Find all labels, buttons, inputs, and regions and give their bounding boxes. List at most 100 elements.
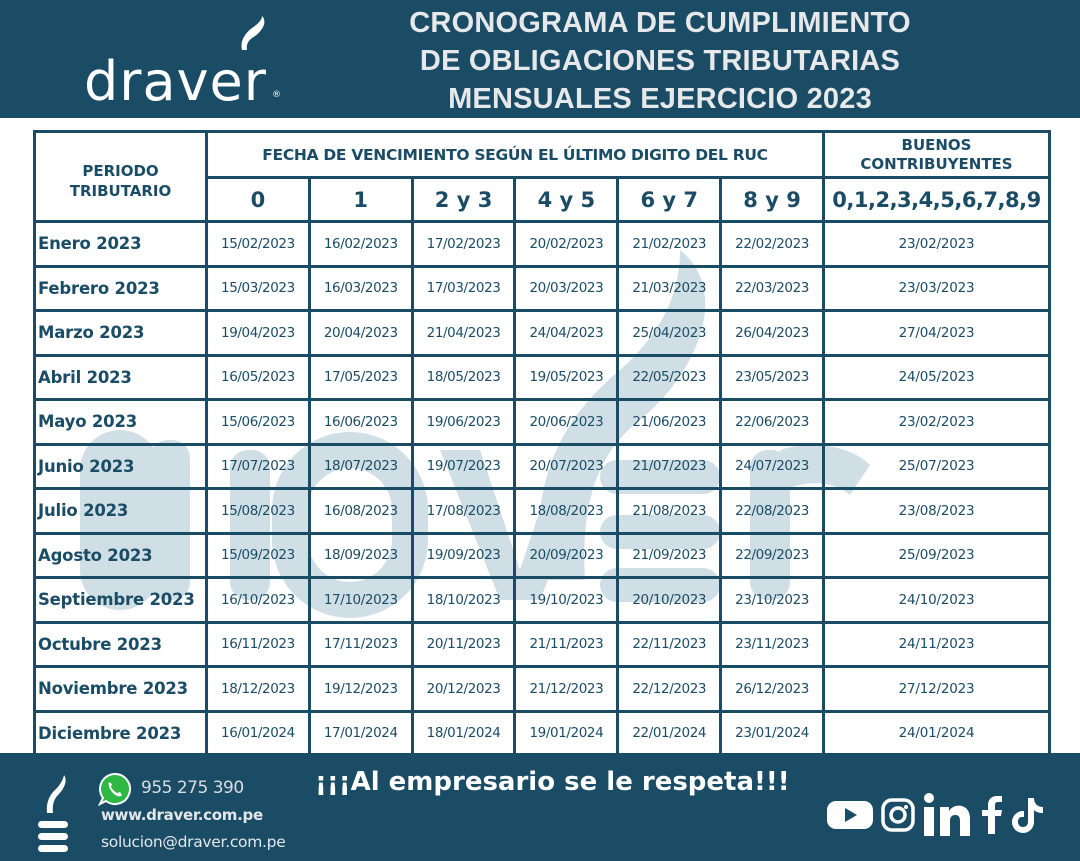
due-date-cell: 22/03/2023 (719, 264, 825, 312)
due-date-cell: 21/09/2023 (616, 531, 723, 579)
good-taxpayer-date-cell: 25/07/2023 (822, 442, 1051, 490)
table-row: Junio 2023 17/07/2023 18/07/2023 19/07/2023… (33, 442, 1051, 490)
due-date-cell: 26/12/2023 (719, 665, 825, 713)
due-date-cell: 15/03/2023 (205, 264, 311, 312)
due-date-cell: 21/07/2023 (616, 442, 723, 490)
draver-mini-logo-icon (38, 775, 68, 852)
table-row: Noviembre 2023 18/12/2023 19/12/2023 20/12/… (33, 665, 1051, 713)
good-taxpayer-date-cell: 23/08/2023 (822, 487, 1051, 535)
due-date-cell: 20/11/2023 (410, 620, 517, 668)
period-cell: Junio 2023 (33, 442, 208, 490)
linkedin-icon[interactable] (922, 793, 974, 837)
due-date-cell: 16/08/2023 (307, 487, 414, 535)
header-row-1: PERIODO TRIBUTARIO FECHA DE VENCIMIENTO … (33, 130, 1051, 223)
due-date-cell: 17/03/2023 (410, 264, 517, 312)
tiktok-icon[interactable] (1010, 796, 1044, 834)
good-taxpayer-date-cell: 23/02/2023 (822, 398, 1051, 446)
due-date-cell: 16/01/2024 (205, 709, 311, 757)
table-row: Febrero 2023 15/03/2023 16/03/2023 17/03/20… (33, 264, 1051, 312)
title-line-1: CRONOGRAMA DE CUMPLIMIENTO (409, 7, 911, 39)
period-cell: Diciembre 2023 (33, 709, 208, 757)
due-date-cell: 21/11/2023 (513, 620, 620, 668)
period-cell: Octubre 2023 (33, 620, 208, 668)
due-date-cell: 23/11/2023 (719, 620, 825, 668)
due-date-cell: 20/02/2023 (513, 220, 620, 268)
instagram-icon[interactable] (880, 797, 916, 833)
due-date-cell: 21/08/2023 (616, 487, 723, 535)
good-taxpayer-date-cell: 24/05/2023 (822, 353, 1051, 401)
due-date-cell: 15/08/2023 (205, 487, 311, 535)
due-date-cell: 21/02/2023 (616, 220, 723, 268)
title-line-2: DE OBLIGACIONES TRIBUTARIAS (419, 45, 901, 77)
due-date-cell: 19/12/2023 (307, 665, 414, 713)
header-banner: draver ® CRONOGRAMA DE CUMPLIMIENTO DE O… (0, 0, 1080, 118)
due-date-cell: 20/12/2023 (410, 665, 517, 713)
period-cell: Enero 2023 (33, 220, 208, 268)
due-date-cell: 18/01/2024 (410, 709, 517, 757)
due-date-cell: 22/06/2023 (719, 398, 825, 446)
due-date-cell: 21/06/2023 (616, 398, 723, 446)
due-date-cell: 16/06/2023 (307, 398, 414, 446)
due-date-cell: 22/02/2023 (719, 220, 825, 268)
period-header: PERIODO TRIBUTARIO (33, 130, 208, 223)
table-row: Enero 2023 15/02/2023 16/02/2023 17/02/2023… (33, 220, 1051, 268)
due-date-cell: 19/04/2023 (205, 309, 311, 357)
digit-col-1: 1 (307, 176, 414, 223)
due-date-cell: 19/09/2023 (410, 531, 517, 579)
due-date-cell: 20/06/2023 (513, 398, 620, 446)
table-row: Septiembre 2023 16/10/2023 17/10/2023 18/10… (33, 576, 1051, 624)
registered-mark: ® (272, 90, 281, 100)
social-links (826, 793, 1044, 837)
due-date-cell: 18/09/2023 (307, 531, 414, 579)
due-date-cell: 23/01/2024 (719, 709, 825, 757)
whatsapp-icon[interactable] (98, 772, 132, 806)
due-date-cell: 17/07/2023 (205, 442, 311, 490)
digit-col-4-5: 4 y 5 (513, 176, 620, 223)
period-cell: Septiembre 2023 (33, 576, 208, 624)
due-date-cell: 17/08/2023 (410, 487, 517, 535)
facebook-icon[interactable] (980, 796, 1004, 834)
due-date-cell: 17/02/2023 (410, 220, 517, 268)
footer-banner: 955 275 390 www.draver.com.pe solucion@d… (0, 753, 1080, 861)
due-date-cell: 22/05/2023 (616, 353, 723, 401)
due-date-cell: 22/12/2023 (616, 665, 723, 713)
due-date-cell: 16/05/2023 (205, 353, 311, 401)
due-date-cell: 19/05/2023 (513, 353, 620, 401)
digit-col-6-7: 6 y 7 (616, 176, 723, 223)
due-date-cell: 23/10/2023 (719, 576, 825, 624)
due-date-cell: 16/03/2023 (307, 264, 414, 312)
youtube-icon[interactable] (826, 798, 874, 832)
due-date-cell: 19/01/2024 (513, 709, 620, 757)
due-date-cell: 17/10/2023 (307, 576, 414, 624)
due-date-cell: 15/09/2023 (205, 531, 311, 579)
due-date-cell: 19/07/2023 (410, 442, 517, 490)
due-date-cell: 25/04/2023 (616, 309, 723, 357)
slogan: ¡¡¡Al empresario se le respeta!!! (315, 767, 790, 797)
good-taxpayer-date-cell: 27/12/2023 (822, 665, 1051, 713)
due-date-cell: 22/08/2023 (719, 487, 825, 535)
period-cell: Noviembre 2023 (33, 665, 208, 713)
period-cell: Febrero 2023 (33, 264, 208, 312)
leaf-icon (241, 16, 265, 50)
due-date-cell: 18/05/2023 (410, 353, 517, 401)
due-date-cell: 19/10/2023 (513, 576, 620, 624)
phone-number[interactable]: 955 275 390 (141, 778, 244, 798)
due-date-cell: 24/04/2023 (513, 309, 620, 357)
table-row: Diciembre 2023 16/01/2024 17/01/2024 18/01/… (33, 709, 1051, 757)
due-date-cell: 18/10/2023 (410, 576, 517, 624)
good-taxpayer-date-cell: 24/11/2023 (822, 620, 1051, 668)
due-date-cell: 21/04/2023 (410, 309, 517, 357)
due-date-cell: 26/04/2023 (719, 309, 825, 357)
email-link[interactable]: solucion@draver.com.pe (101, 833, 286, 851)
due-date-cell: 17/01/2024 (307, 709, 414, 757)
table-row: Agosto 2023 15/09/2023 18/09/2023 19/09/202… (33, 531, 1051, 579)
due-date-cell: 15/02/2023 (205, 220, 311, 268)
due-date-cell: 22/09/2023 (719, 531, 825, 579)
due-date-cell: 20/07/2023 (513, 442, 620, 490)
digit-col-2-3: 2 y 3 (410, 176, 517, 223)
due-date-cell: 16/11/2023 (205, 620, 311, 668)
good-taxpayer-date-cell: 23/03/2023 (822, 264, 1051, 312)
due-date-cell: 20/04/2023 (307, 309, 414, 357)
draver-logo: draver ® (84, 14, 294, 113)
website-link[interactable]: www.draver.com.pe (101, 806, 263, 824)
